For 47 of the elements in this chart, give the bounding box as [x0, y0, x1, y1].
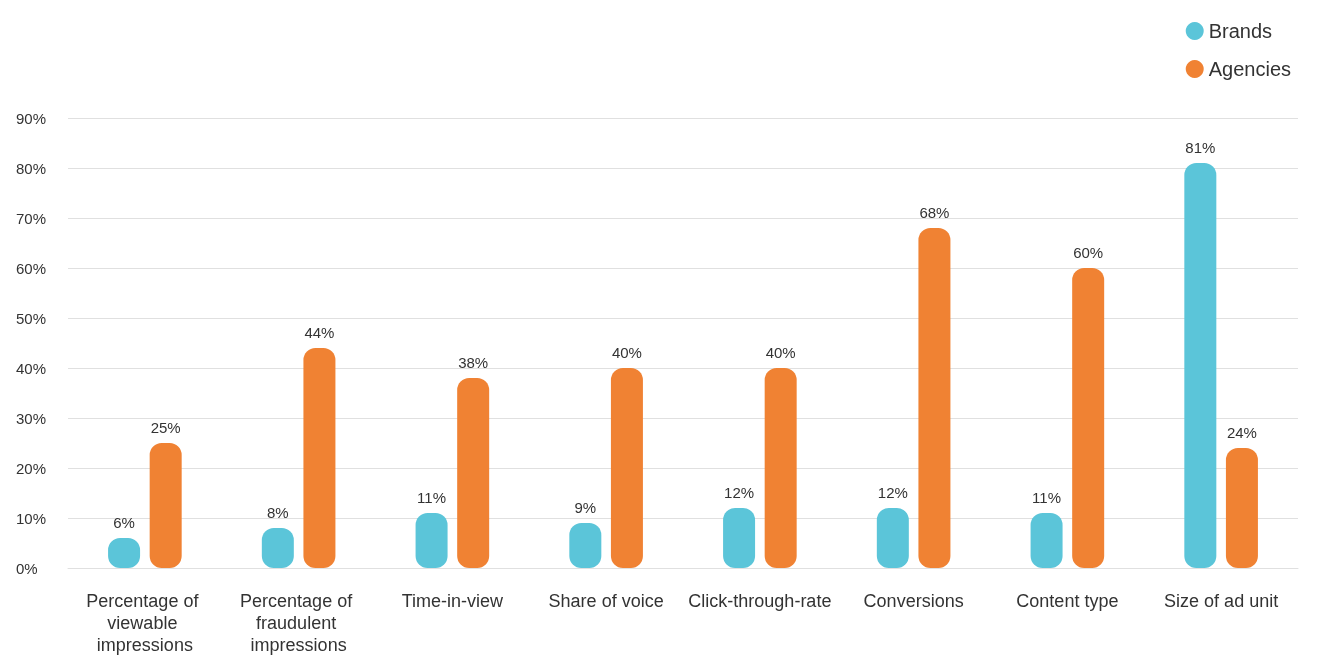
- bar: [303, 348, 336, 568]
- y-tick-label: 40%: [16, 359, 47, 377]
- bar: [723, 508, 756, 568]
- y-tick-label: 90%: [16, 109, 47, 127]
- data-label: 40%: [611, 344, 642, 361]
- data-label: 8%: [266, 504, 289, 521]
- x-tick-label: Percentage of fraudulent impressions: [240, 591, 358, 655]
- bar: [1225, 448, 1258, 568]
- y-tick-label: 10%: [16, 509, 47, 527]
- data-label: 60%: [1073, 244, 1104, 261]
- y-tick-label: 30%: [16, 409, 47, 427]
- data-label: 40%: [765, 344, 796, 361]
- data-label: 11%: [1032, 489, 1062, 506]
- bar: [1072, 268, 1105, 568]
- x-tick-label: Click-through-rate: [688, 591, 832, 611]
- data-label: 25%: [150, 419, 181, 436]
- data-label: 12%: [724, 484, 755, 501]
- x-tick-label: Percentage of viewable impressions: [86, 591, 204, 655]
- data-label: 9%: [574, 499, 597, 516]
- y-tick-label: 0%: [16, 559, 38, 577]
- legend-label: Brands: [1208, 20, 1273, 42]
- bar: [876, 508, 909, 568]
- bar: [457, 378, 490, 568]
- bar: [610, 368, 643, 568]
- data-label: 24%: [1226, 424, 1257, 441]
- data-label: 44%: [304, 324, 335, 341]
- x-tick-label: Time-in-view: [401, 591, 505, 611]
- x-tick-label: Conversions: [863, 591, 964, 611]
- x-tick-label: Share of voice: [548, 591, 664, 611]
- y-tick-label: 20%: [16, 459, 47, 477]
- bar: [918, 228, 951, 568]
- data-label: 68%: [919, 204, 950, 221]
- y-tick-label: 70%: [16, 209, 47, 227]
- x-tick-label: Content type: [1016, 591, 1119, 611]
- data-label: 6%: [113, 514, 135, 531]
- y-tick-label: 50%: [16, 309, 47, 327]
- legend-label: Agencies: [1208, 58, 1292, 80]
- data-label: 38%: [458, 354, 489, 371]
- data-label: 81%: [1185, 139, 1216, 156]
- bar: [764, 368, 797, 568]
- data-label: 11%: [417, 489, 447, 506]
- data-label: 12%: [877, 484, 908, 501]
- y-tick-label: 80%: [16, 159, 47, 177]
- bar: [1184, 163, 1217, 568]
- bar: [149, 443, 182, 568]
- x-tick-label: Size of ad unit: [1164, 591, 1279, 611]
- y-tick-label: 60%: [16, 259, 47, 277]
